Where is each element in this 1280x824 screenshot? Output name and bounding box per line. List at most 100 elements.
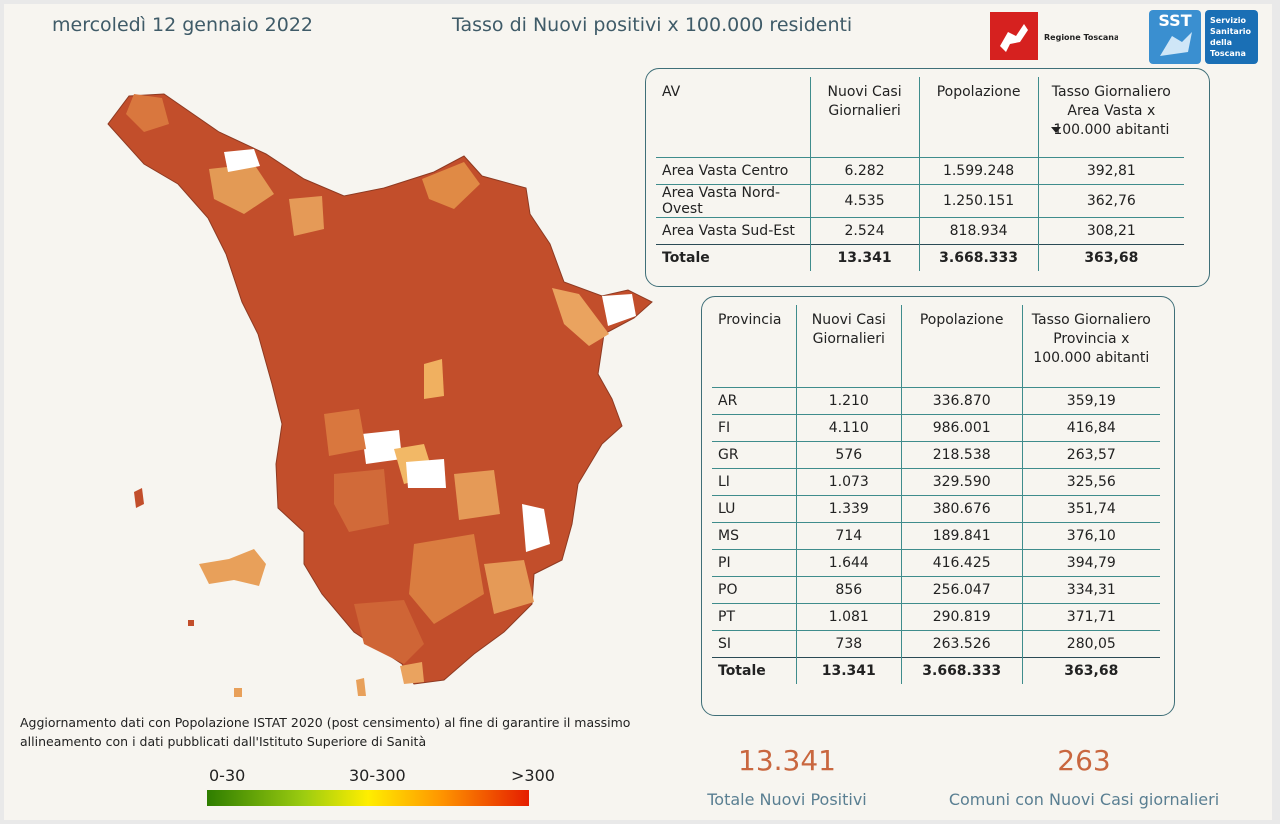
cell: 818.934 xyxy=(918,217,1039,245)
cell: Area Vasta Nord-Ovest xyxy=(656,184,811,218)
cell: 2.524 xyxy=(809,217,919,245)
legend: 0-30 30-300 >300 xyxy=(209,766,555,786)
sst-logo: SST Servizio Sanitario della Toscana xyxy=(1149,10,1258,64)
sst-lines: Servizio Sanitario della Toscana xyxy=(1210,16,1252,58)
cell: PO xyxy=(712,576,797,604)
cell: 380.676 xyxy=(900,495,1023,523)
cell: 362,76 xyxy=(1037,184,1184,218)
table-row: MS 714 189.841 376,10 xyxy=(712,522,1160,550)
cell: 4.535 xyxy=(809,184,919,218)
cell: 416.425 xyxy=(900,549,1023,577)
area xyxy=(454,470,500,520)
cell: LI xyxy=(712,468,797,496)
cell: 392,81 xyxy=(1037,157,1184,185)
cell: 325,56 xyxy=(1021,468,1160,496)
legend-label: 0-30 xyxy=(209,766,246,785)
logo-pegasus xyxy=(1000,24,1028,52)
column-header: AV xyxy=(662,84,681,100)
header-row: AV Nuovi Casi Giornalieri Popolazione Tasso… xyxy=(656,77,1184,158)
cell: 856 xyxy=(795,576,902,604)
cell: 336.870 xyxy=(900,387,1023,415)
sst-figure xyxy=(1160,32,1192,56)
column-header: Provincia xyxy=(718,312,782,328)
table-row: Area Vasta Sud-Est 2.524 818.934 308,21 xyxy=(656,217,1184,245)
total-cell: 13.341 xyxy=(809,244,919,271)
area xyxy=(126,94,169,132)
column-header: Nuovi Casi Giornalieri xyxy=(809,77,919,158)
island xyxy=(134,488,144,508)
cell: Area Vasta Sud-Est xyxy=(656,217,811,245)
region-logo: Regione Toscana xyxy=(990,12,1118,60)
cell: 371,71 xyxy=(1021,603,1160,631)
cell: 329.590 xyxy=(900,468,1023,496)
cell: 986.001 xyxy=(900,414,1023,442)
cell: AR xyxy=(712,387,797,415)
area xyxy=(209,164,274,214)
total-cell: Totale xyxy=(656,244,811,271)
total-row: Totale 13.341 3.668.333 363,68 xyxy=(656,244,1184,271)
cell: 308,21 xyxy=(1037,217,1184,245)
area xyxy=(522,504,550,552)
date: mercoledì 12 gennaio 2022 xyxy=(52,14,313,36)
cell: 6.282 xyxy=(809,157,919,185)
table-row: FI 4.110 986.001 416,84 xyxy=(712,414,1160,442)
cell: SI xyxy=(712,630,797,658)
cell: 359,19 xyxy=(1021,387,1160,415)
total-cell: 3.668.333 xyxy=(918,244,1039,271)
sort-indicator xyxy=(1051,127,1062,133)
island xyxy=(400,662,424,684)
area xyxy=(406,459,446,488)
column-header: Popolazione xyxy=(918,77,1039,158)
legend-label: >300 xyxy=(511,766,555,785)
kpi-value: 13.341 xyxy=(738,744,836,777)
area xyxy=(552,288,609,346)
total-cell: Totale xyxy=(712,657,797,684)
island xyxy=(188,620,194,626)
cell: 1.599.248 xyxy=(918,157,1039,185)
title: Tasso di Nuovi positivi x 100.000 reside… xyxy=(452,14,853,36)
table-row: Area Vasta Centro 6.282 1.599.248 392,81 xyxy=(656,157,1184,185)
map xyxy=(107,93,653,697)
sst-box xyxy=(1205,10,1258,64)
note: Aggiornamento dati con Popolazione ISTAT… xyxy=(20,715,631,749)
sst-line: della xyxy=(1210,38,1232,47)
table-row: Area Vasta Nord-Ovest 4.535 1.250.151 362,7… xyxy=(656,184,1184,218)
legend-label: 30-300 xyxy=(349,766,406,785)
kpi-value: 263 xyxy=(1057,744,1111,777)
table-row: PI 1.644 416.425 394,79 xyxy=(712,549,1160,577)
island xyxy=(199,549,266,586)
table-row: PT 1.081 290.819 371,71 xyxy=(712,603,1160,631)
total-cell: 363,68 xyxy=(1037,244,1184,271)
sst-line: Servizio xyxy=(1210,16,1246,25)
cell: 334,31 xyxy=(1021,576,1160,604)
area xyxy=(362,430,402,464)
cell: 576 xyxy=(795,441,902,469)
area xyxy=(484,560,534,614)
total-row: Totale 13.341 3.668.333 363,68 xyxy=(712,657,1160,684)
cell: 376,10 xyxy=(1021,522,1160,550)
area xyxy=(354,600,424,664)
av-table-box: AV Nuovi Casi Giornalieri Popolazione Tasso… xyxy=(645,68,1210,287)
logo-text: Regione Toscana xyxy=(1044,33,1118,42)
cell: 416,84 xyxy=(1021,414,1160,442)
cell: Area Vasta Centro xyxy=(656,157,811,185)
cell: 1.081 xyxy=(795,603,902,631)
cell: 738 xyxy=(795,630,902,658)
table-row: LU 1.339 380.676 351,74 xyxy=(712,495,1160,523)
area xyxy=(602,294,636,326)
cell: PI xyxy=(712,549,797,577)
column-header: Tasso Giornaliero Area Vasta x 100.000 a… xyxy=(1037,77,1184,158)
cell: 218.538 xyxy=(900,441,1023,469)
region-shape xyxy=(107,93,653,685)
cell: 351,74 xyxy=(1021,495,1160,523)
area xyxy=(424,359,444,399)
cell: 280,05 xyxy=(1021,630,1160,658)
total-cell: 363,68 xyxy=(1021,657,1160,684)
cell: 394,79 xyxy=(1021,549,1160,577)
cell: PT xyxy=(712,603,797,631)
cell: 1.210 xyxy=(795,387,902,415)
table-row: PO 856 256.047 334,31 xyxy=(712,576,1160,604)
cell: 1.250.151 xyxy=(918,184,1039,218)
island xyxy=(356,678,366,696)
cell: GR xyxy=(712,441,797,469)
